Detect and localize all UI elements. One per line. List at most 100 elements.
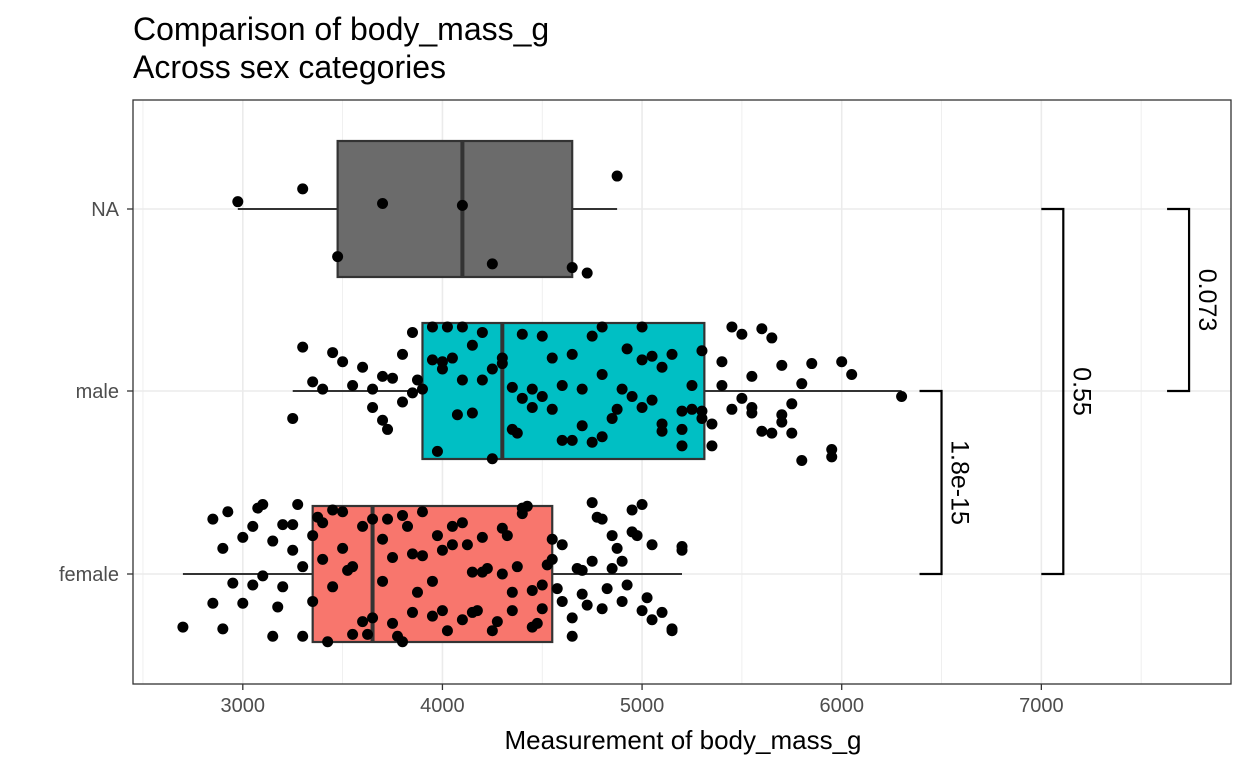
point-male	[616, 383, 628, 395]
point-male	[486, 363, 498, 375]
point-male	[556, 434, 568, 446]
point-female	[277, 519, 289, 531]
point-male	[736, 392, 748, 404]
point-female	[317, 553, 329, 565]
bracket-female-NA: 0.55	[1041, 207, 1095, 576]
point-female	[636, 605, 648, 617]
bracket-line	[1167, 207, 1191, 393]
point-female	[367, 513, 379, 525]
x-tick-label: 5000	[620, 695, 665, 717]
point-male	[397, 348, 409, 360]
point-female	[387, 552, 399, 564]
point-female	[367, 612, 379, 624]
point-female	[431, 530, 443, 542]
point-female	[307, 530, 319, 542]
point-male	[426, 354, 438, 366]
y-tick-label: male	[76, 381, 119, 403]
point-male	[456, 374, 468, 386]
point-female	[461, 539, 473, 551]
point-male	[546, 403, 558, 415]
point-female	[247, 520, 259, 532]
point-female	[646, 614, 658, 626]
point-female	[267, 630, 279, 642]
point-female	[506, 586, 518, 598]
point-female	[416, 550, 428, 562]
point-male	[626, 390, 638, 402]
x-axis-title: Measurement of body_mass_g	[505, 725, 862, 755]
point-male	[716, 380, 728, 392]
point-female	[636, 498, 648, 510]
point-female	[641, 592, 653, 604]
boxes	[182, 139, 902, 644]
point-female	[357, 520, 369, 532]
point-female	[327, 581, 339, 593]
point-female	[551, 583, 563, 595]
point-female	[606, 563, 618, 575]
point-female	[531, 617, 543, 629]
point-female	[496, 568, 508, 580]
point-male	[377, 414, 389, 426]
point-male	[746, 370, 758, 382]
point-female	[382, 513, 394, 525]
point-female	[621, 579, 633, 591]
point-male	[636, 321, 648, 333]
point-female	[426, 610, 438, 622]
point-female	[377, 575, 389, 587]
point-male	[317, 383, 329, 395]
point-male	[287, 412, 299, 424]
point-female	[536, 579, 548, 591]
point-female	[581, 599, 593, 611]
point-male	[406, 326, 418, 338]
point-male	[646, 394, 658, 406]
point-female	[456, 614, 468, 626]
point-male	[476, 326, 488, 338]
point-male	[576, 383, 588, 395]
point-male	[706, 418, 718, 430]
point-NA	[611, 170, 623, 182]
point-female	[337, 506, 349, 518]
point-male	[297, 341, 309, 353]
point-male	[646, 350, 658, 362]
point-female	[406, 548, 418, 560]
point-female	[357, 616, 369, 628]
point-female	[297, 630, 309, 642]
point-female	[402, 520, 413, 532]
point-female	[287, 519, 299, 531]
point-male	[756, 425, 768, 437]
point-male	[347, 380, 359, 392]
point-male	[441, 321, 453, 333]
point-male	[786, 427, 798, 439]
point-male	[586, 330, 598, 342]
point-female	[541, 559, 553, 571]
point-male	[476, 374, 488, 386]
bracket-line	[919, 389, 943, 576]
y-tick-label: NA	[91, 199, 119, 221]
point-female	[207, 513, 219, 525]
point-male	[676, 440, 688, 452]
point-female	[441, 625, 453, 637]
point-female	[576, 588, 588, 600]
point-female	[676, 544, 688, 556]
point-male	[526, 383, 538, 395]
x-tick-label: 6000	[819, 695, 864, 717]
point-male	[406, 387, 418, 399]
point-female	[476, 531, 488, 543]
point-female	[506, 605, 518, 617]
point-NA	[581, 267, 593, 279]
point-male	[621, 343, 633, 355]
point-male	[506, 381, 518, 393]
p-value-label: 1.8e-15	[946, 440, 974, 525]
point-female	[377, 533, 389, 545]
point-female	[616, 555, 628, 567]
point-female	[292, 498, 304, 510]
point-NA	[377, 198, 389, 210]
point-female	[312, 511, 324, 523]
point-male	[796, 378, 808, 390]
point-male	[337, 356, 349, 368]
point-male	[776, 359, 788, 371]
data-points	[177, 170, 908, 648]
point-male	[716, 356, 728, 368]
comparison-brackets: 1.8e-15 0.55 0.073	[919, 207, 1221, 576]
point-male	[387, 372, 399, 384]
